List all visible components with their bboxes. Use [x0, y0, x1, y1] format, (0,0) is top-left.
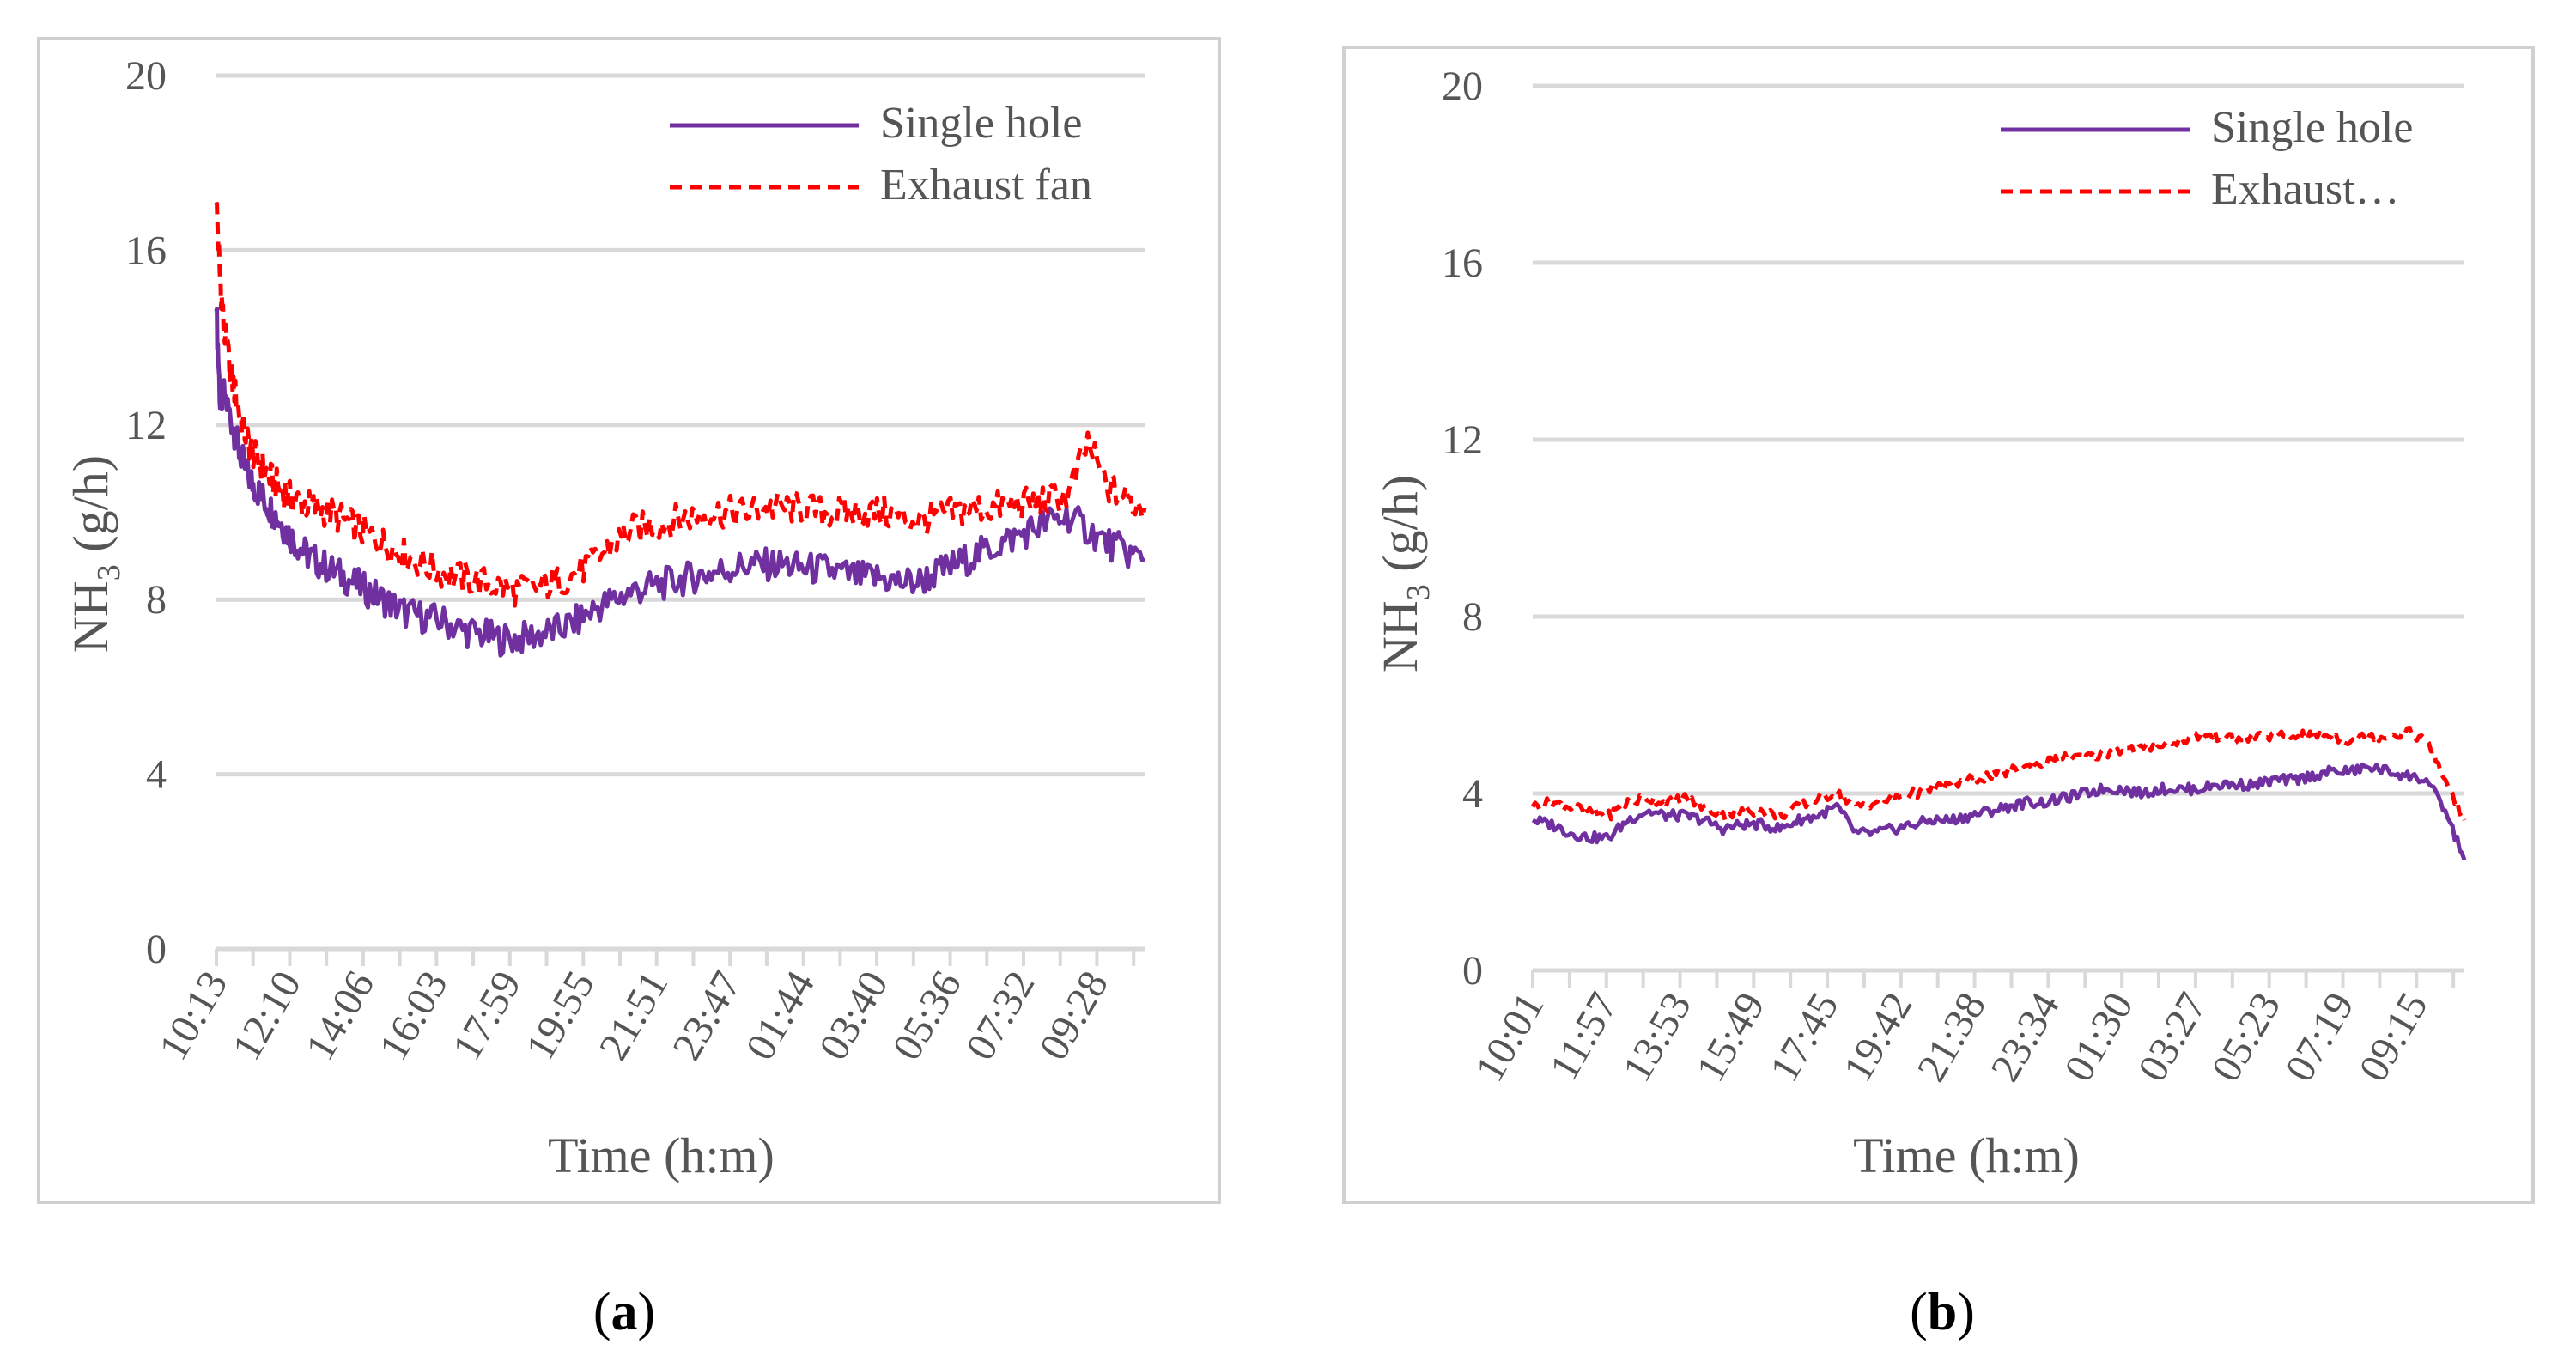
y-tick-label-b-12: 12 [1442, 417, 1483, 463]
y-tick-label-b-8: 8 [1462, 594, 1483, 640]
chart-frame-b [1342, 46, 2535, 1204]
y-axis-title-b: NH3 (g/h) [1372, 475, 1437, 672]
legend-label-b-1: Exhaust… [2211, 165, 2400, 214]
y-axis-title-unit-a: (g/h) [63, 455, 118, 564]
y-tick-label-a-20: 20 [125, 53, 167, 99]
legend-a: Single hole Exhaust fan [670, 99, 1092, 210]
y-tick-label-a-0: 0 [146, 927, 167, 972]
chart-panel-b: 04812162010:0111:5713:5315:4917:4519:422… [1342, 46, 2535, 1204]
caption-a: (a) [593, 1283, 655, 1341]
grid-lines-b [1533, 83, 2464, 796]
legend-label-b-0: Single hole [2211, 103, 2413, 152]
series-line-b-exhaust-fan [1530, 725, 2467, 823]
y-tick-label-b-20: 20 [1442, 64, 1483, 109]
y-axis-title-sub-a: 3 [91, 564, 127, 581]
chart-frame-a [37, 37, 1221, 1204]
legend-b: Single hole Exhaust… [2001, 103, 2413, 214]
y-tick-label-b-4: 4 [1462, 771, 1483, 817]
x-axis-title-b: Time (h:m) [1853, 1128, 2080, 1183]
y-axis-title-sub-b: 3 [1400, 584, 1437, 600]
caption-b: (b) [1910, 1283, 1975, 1341]
y-tick-label-b-16: 16 [1442, 240, 1483, 286]
legend-label-a-1: Exhaust fan [880, 161, 1092, 210]
y-axis-title-unit-b: (g/h) [1372, 475, 1428, 584]
y-tick-label-a-4: 4 [146, 752, 167, 798]
series-line-a-exhaust-fan [214, 201, 1147, 608]
y-tick-label-a-12: 12 [125, 403, 167, 448]
series-line-a-single-hole [214, 307, 1145, 658]
y-axis-title-a: NH3 (g/h) [63, 455, 127, 653]
x-axis-title-a: Time (h:m) [548, 1128, 775, 1183]
chart-panel-a: 04812162010:1312:1014:0616:0317:5919:552… [37, 37, 1221, 1204]
y-tick-label-b-0: 0 [1462, 948, 1483, 994]
series-layer-a [214, 201, 1147, 658]
y-axis-title-main-b: NH [1372, 600, 1428, 672]
legend-label-a-0: Single hole [880, 99, 1082, 148]
series-line-b-single-hole [1531, 762, 2467, 861]
caption-b-letter: b [1928, 1283, 1957, 1341]
series-layer-b [1530, 725, 2467, 861]
y-axis-title-main-a: NH [63, 581, 118, 653]
caption-a-letter: a [611, 1283, 638, 1341]
y-tick-label-a-8: 8 [146, 577, 167, 623]
y-tick-label-a-16: 16 [125, 228, 167, 273]
